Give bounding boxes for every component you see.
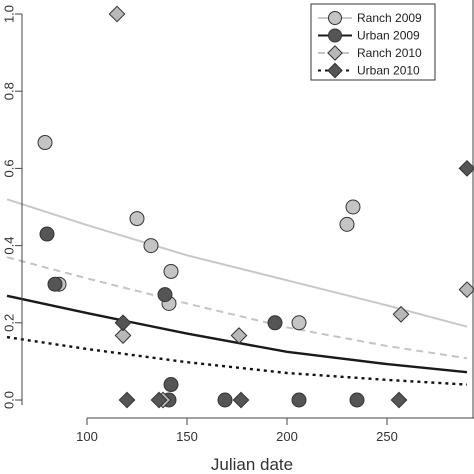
fit-line-urban-2010 — [6, 335, 468, 386]
legend-label-urban-2010: Urban 2010 — [357, 64, 420, 78]
data-points — [37, 5, 474, 409]
point-urban-2010-3 — [150, 391, 168, 409]
point-ranch-2009-3 — [129, 211, 145, 227]
legend: Ranch 2009 Urban 2009 Ranch 2010 Urban 2010 — [310, 3, 436, 81]
point-ranch-2009-5 — [163, 263, 179, 279]
y-tick-label-0: 0.0 — [1, 391, 16, 409]
fit-lines — [6, 198, 468, 386]
y-axis-ticks: 0.0 0.2 0.4 0.6 0.8 1.0 — [1, 5, 22, 409]
point-ranch-2009-7 — [339, 216, 355, 232]
point-urban-2009-2 — [47, 276, 63, 292]
y-tick-label-4: 0.8 — [1, 82, 16, 100]
y-tick-label-2: 0.4 — [1, 237, 16, 255]
fit-line-urban-2009 — [6, 294, 468, 374]
point-urban-2009-9 — [349, 392, 365, 408]
x-tick-label-150: 150 — [176, 429, 198, 444]
point-urban-2010-2 — [118, 391, 136, 409]
legend-label-ranch-2009: Ranch 2009 — [357, 11, 422, 25]
point-urban-2010-4 — [232, 391, 250, 409]
legend-marker-ranch-2010 — [327, 45, 343, 61]
point-ranch-2010-2 — [114, 327, 132, 344]
x-tick-label-250: 250 — [376, 429, 398, 444]
x-tick-label-200: 200 — [276, 429, 298, 444]
point-urban-2009-3 — [157, 287, 173, 303]
legend-marker-urban-2010 — [327, 62, 343, 79]
legend-label-ranch-2010: Ranch 2010 — [357, 46, 422, 60]
x-axis-title: Julian date — [211, 455, 293, 474]
point-ranch-2009-9 — [291, 315, 307, 331]
point-urban-2009-6 — [217, 392, 233, 408]
point-urban-2010-5 — [390, 391, 408, 409]
point-urban-2009-4 — [163, 377, 179, 393]
legend-label-urban-2009: Urban 2009 — [357, 29, 420, 43]
legend-marker-ranch-2009 — [328, 11, 342, 25]
y-tick-label-5: 1.0 — [1, 5, 16, 23]
point-urban-2010-1 — [114, 314, 132, 332]
x-axis-ticks: 100 150 200 250 — [76, 418, 398, 444]
point-ranch-2010-4 — [230, 327, 248, 344]
point-urban-2009-7 — [267, 315, 283, 331]
point-urban-2009-1 — [39, 226, 55, 242]
point-ranch-2010-6 — [458, 281, 474, 299]
point-urban-2009-8 — [291, 392, 307, 408]
y-tick-label-3: 0.6 — [1, 159, 16, 177]
point-ranch-2009-4 — [143, 238, 159, 254]
point-ranch-2009-8 — [345, 199, 361, 215]
point-ranch-2010-5 — [392, 305, 410, 323]
fit-line-ranch-2009 — [6, 198, 468, 328]
legend-marker-urban-2009 — [328, 28, 342, 43]
point-urban-2010-6 — [458, 159, 474, 177]
point-ranch-2010-1 — [108, 5, 126, 23]
point-ranch-2009-1 — [37, 135, 53, 151]
x-tick-label-100: 100 — [76, 429, 98, 444]
y-tick-label-1: 0.2 — [1, 314, 16, 332]
